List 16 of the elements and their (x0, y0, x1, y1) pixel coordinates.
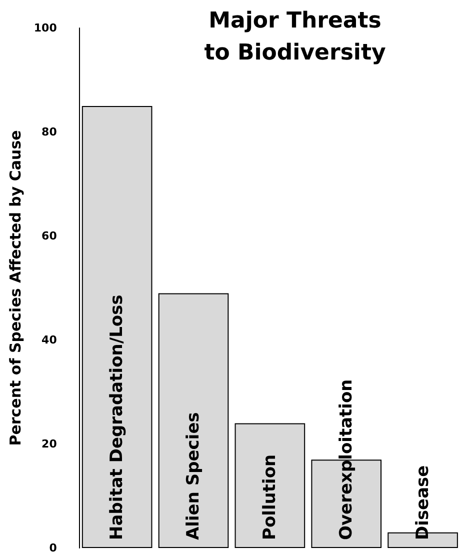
x-tick-label: Habitat Degradation/Loss (107, 294, 128, 540)
y-axis-title: Percent of Species Affected by Cause (6, 130, 24, 446)
bar (234, 423, 306, 548)
x-tick-label: Pollution (260, 454, 280, 540)
bar (158, 293, 229, 548)
y-tick-label: 100 (34, 22, 58, 34)
bar (82, 106, 152, 548)
y-tick-label: 60 (42, 230, 58, 242)
x-tick-label: Disease (412, 465, 433, 540)
y-tick-label: 80 (42, 126, 58, 138)
y-tick-label: 0 (49, 542, 58, 554)
chart-title: Major Threats to Biodiversity (204, 8, 386, 66)
x-tick-label: Alien Species (184, 412, 204, 540)
y-tick-label: 40 (42, 334, 58, 346)
y-tick-label: 20 (42, 438, 58, 450)
x-tick-label: Overexploitation (336, 379, 356, 540)
